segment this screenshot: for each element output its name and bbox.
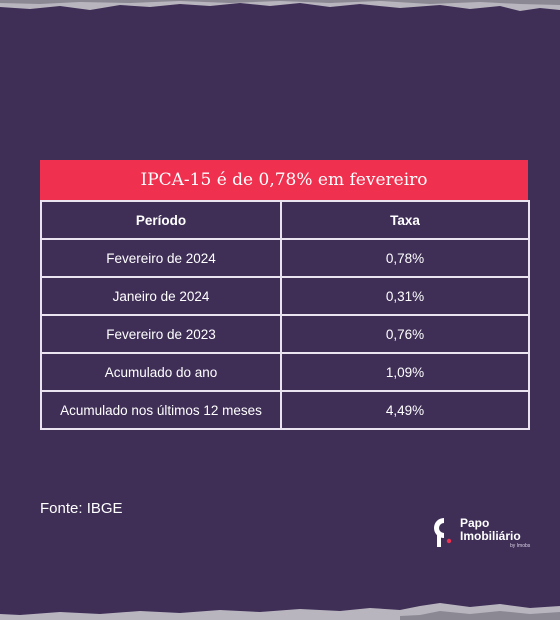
header-periodo: Período [40, 200, 282, 240]
period-cell: Fevereiro de 2023 [40, 314, 282, 354]
logo-tagline: by Imobs [510, 543, 531, 549]
rate-cell: 4,49% [280, 390, 530, 430]
period-cell: Acumulado nos últimos 12 meses [40, 390, 282, 430]
rate-cell: 1,09% [280, 352, 530, 392]
table-row: Janeiro de 2024 0,31% [40, 276, 530, 316]
source-note: Fonte: IBGE [40, 500, 123, 517]
table-row: Acumulado nos últimos 12 meses 4,49% [40, 390, 530, 430]
torn-paper-bottom-decoration [0, 603, 560, 620]
header-taxa: Taxa [280, 200, 530, 240]
table-row: Fevereiro de 2024 0,78% [40, 238, 530, 278]
rate-cell: 0,31% [280, 276, 530, 316]
ipca-table-card: IPCA-15 é de 0,78% em fevereiro Período … [40, 160, 530, 430]
papo-logo-icon [434, 518, 452, 547]
table-row: Fevereiro de 2023 0,76% [40, 314, 530, 354]
torn-paper-top-decoration [0, 0, 560, 11]
papo-imobiliario-logo: Papo Imobiliário by Imobs [430, 514, 540, 550]
period-cell: Fevereiro de 2024 [40, 238, 282, 278]
table-header-row: Período Taxa [40, 200, 530, 240]
logo-text-line1: Papo [460, 516, 490, 530]
period-cell: Acumulado do ano [40, 352, 282, 392]
rate-cell: 0,78% [280, 238, 530, 278]
table-row: Acumulado do ano 1,09% [40, 352, 530, 392]
rate-cell: 0,76% [280, 314, 530, 354]
rates-table: Período Taxa Fevereiro de 2024 0,78% Jan… [40, 200, 530, 430]
table-title: IPCA-15 é de 0,78% em fevereiro [40, 160, 528, 200]
logo-text-line2: Imobiliário [460, 529, 521, 543]
period-cell: Janeiro de 2024 [40, 276, 282, 316]
